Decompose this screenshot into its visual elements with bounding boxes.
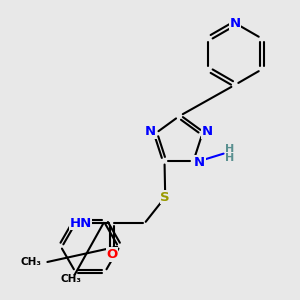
Text: S: S	[160, 190, 170, 204]
Text: N: N	[202, 125, 213, 138]
Text: H: H	[225, 144, 234, 154]
Text: N: N	[145, 125, 156, 138]
Text: N: N	[194, 156, 205, 169]
Text: H: H	[225, 153, 234, 163]
Text: CH₃: CH₃	[61, 274, 82, 284]
Text: O: O	[106, 248, 118, 261]
Text: HN: HN	[69, 217, 92, 230]
Text: N: N	[230, 16, 241, 30]
Text: CH₃: CH₃	[20, 257, 41, 267]
